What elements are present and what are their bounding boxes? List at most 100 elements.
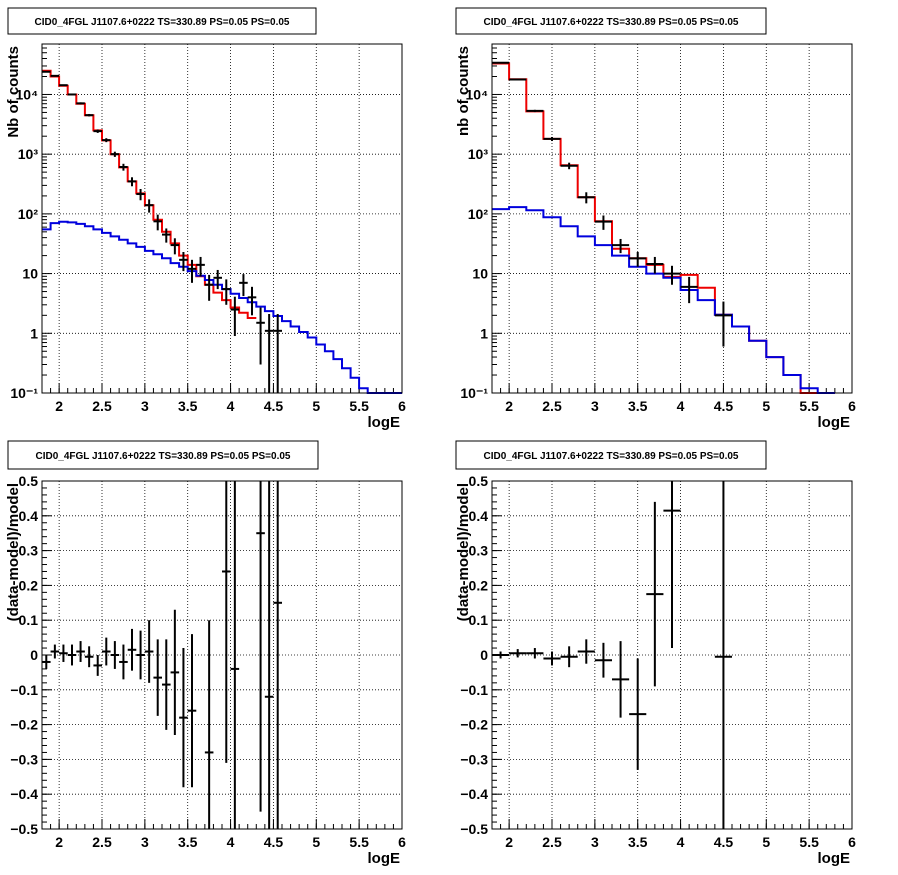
x-tick-label: 2.5 bbox=[542, 834, 562, 850]
x-tick-label: 5.5 bbox=[799, 398, 819, 414]
plot-area bbox=[42, 44, 402, 393]
y-axis-label: (data-model)/model bbox=[5, 483, 22, 621]
x-tick-label: 4.5 bbox=[264, 398, 284, 414]
data-point bbox=[509, 78, 527, 81]
data-point bbox=[577, 192, 595, 204]
data-point bbox=[204, 620, 214, 829]
series-model_component bbox=[492, 206, 835, 394]
data-point bbox=[560, 162, 578, 170]
y-tick-label: 0.5 bbox=[19, 473, 39, 489]
x-tick-label: 4 bbox=[677, 398, 685, 414]
x-tick-label: 3 bbox=[141, 834, 149, 850]
x-tick-label: 6 bbox=[398, 834, 406, 850]
x-tick-label: 4.5 bbox=[714, 834, 734, 850]
y-tick-label: 0.2 bbox=[469, 577, 489, 593]
data-point bbox=[492, 61, 510, 64]
y-tick-label: 10³ bbox=[18, 146, 39, 162]
y-tick-label: −0.4 bbox=[460, 786, 488, 802]
data-point bbox=[526, 648, 544, 659]
y-tick-label: 10⁻¹ bbox=[460, 385, 488, 401]
x-tick-label: 3.5 bbox=[178, 398, 198, 414]
chart-panel-1: CID0_4FGL J1107.6+0222 TS=330.89 PS=0.05… bbox=[5, 7, 406, 431]
data-point bbox=[196, 256, 205, 277]
y-tick-label: 0.3 bbox=[19, 543, 39, 559]
y-tick-label: 10² bbox=[468, 206, 489, 222]
data-point bbox=[594, 642, 612, 678]
y-tick-label: −0.3 bbox=[10, 751, 38, 767]
data-point bbox=[646, 256, 664, 274]
y-tick-label: 10⁴ bbox=[466, 86, 489, 102]
data-point bbox=[144, 199, 154, 213]
y-tick-label: 1 bbox=[30, 325, 38, 341]
x-tick-label: 3 bbox=[141, 398, 149, 414]
data-point bbox=[110, 151, 120, 157]
x-tick-label: 3 bbox=[591, 398, 599, 414]
data-point bbox=[629, 251, 647, 267]
data-point bbox=[136, 630, 145, 680]
x-tick-label: 2 bbox=[505, 834, 513, 850]
x-tick-label: 5 bbox=[762, 834, 770, 850]
data-point bbox=[612, 238, 630, 254]
y-tick-label: −0.2 bbox=[460, 717, 488, 733]
chart-panel-2: CID0_4FGL J1107.6+0222 TS=330.89 PS=0.05… bbox=[455, 7, 856, 431]
plot-frame bbox=[41, 43, 403, 394]
data-point bbox=[50, 74, 60, 77]
data-point bbox=[93, 655, 102, 676]
y-tick-label: 0.3 bbox=[469, 543, 489, 559]
plot-frame bbox=[491, 480, 853, 830]
data-point bbox=[612, 641, 630, 718]
y-tick-label: 0.4 bbox=[19, 508, 39, 524]
data-point bbox=[153, 214, 162, 231]
x-tick-label: 5.5 bbox=[349, 398, 369, 414]
data-point bbox=[560, 646, 578, 668]
data-point bbox=[577, 639, 595, 664]
x-axis-label: logE bbox=[818, 414, 851, 431]
data-point bbox=[59, 84, 68, 87]
x-tick-label: 4 bbox=[227, 398, 235, 414]
data-point bbox=[153, 639, 162, 716]
data-point bbox=[509, 649, 527, 658]
data-point bbox=[492, 651, 510, 659]
data-point bbox=[119, 163, 128, 171]
data-point bbox=[222, 279, 231, 305]
data-point bbox=[222, 481, 231, 763]
data-point bbox=[230, 296, 240, 337]
data-point bbox=[256, 307, 265, 365]
y-tick-label: 0.5 bbox=[469, 473, 489, 489]
x-tick-label: 2.5 bbox=[92, 834, 112, 850]
data-point bbox=[144, 620, 154, 683]
data-point bbox=[663, 481, 681, 649]
chart-title: CID0_4FGL J1107.6+0222 TS=330.89 PS=0.05… bbox=[483, 451, 738, 462]
data-point bbox=[76, 641, 85, 662]
x-tick-label: 6 bbox=[848, 834, 856, 850]
data-point bbox=[162, 639, 171, 730]
data-point bbox=[76, 102, 85, 105]
x-tick-label: 5.5 bbox=[799, 834, 819, 850]
x-tick-label: 3 bbox=[591, 834, 599, 850]
y-tick-label: 10⁻¹ bbox=[10, 385, 38, 401]
data-point bbox=[204, 274, 214, 301]
title-box bbox=[455, 7, 767, 35]
data-point bbox=[264, 481, 274, 829]
data-point bbox=[102, 637, 111, 666]
data-point bbox=[663, 265, 681, 285]
x-axis-label: logE bbox=[368, 414, 401, 431]
data-point bbox=[84, 646, 94, 668]
y-tick-label: −0.5 bbox=[460, 821, 488, 837]
data-point bbox=[179, 251, 188, 272]
data-point bbox=[127, 628, 137, 671]
data-point bbox=[543, 136, 561, 142]
x-tick-label: 4 bbox=[227, 834, 235, 850]
y-tick-label: 0.1 bbox=[19, 612, 39, 628]
data-point bbox=[170, 238, 180, 255]
data-point bbox=[102, 138, 111, 143]
y-tick-label: −0.3 bbox=[460, 751, 488, 767]
x-tick-label: 3.5 bbox=[628, 834, 648, 850]
x-tick-label: 5.5 bbox=[349, 834, 369, 850]
x-tick-label: 5 bbox=[762, 398, 770, 414]
data-point bbox=[714, 301, 732, 347]
data-point bbox=[67, 644, 77, 666]
y-tick-label: 10² bbox=[18, 206, 39, 222]
